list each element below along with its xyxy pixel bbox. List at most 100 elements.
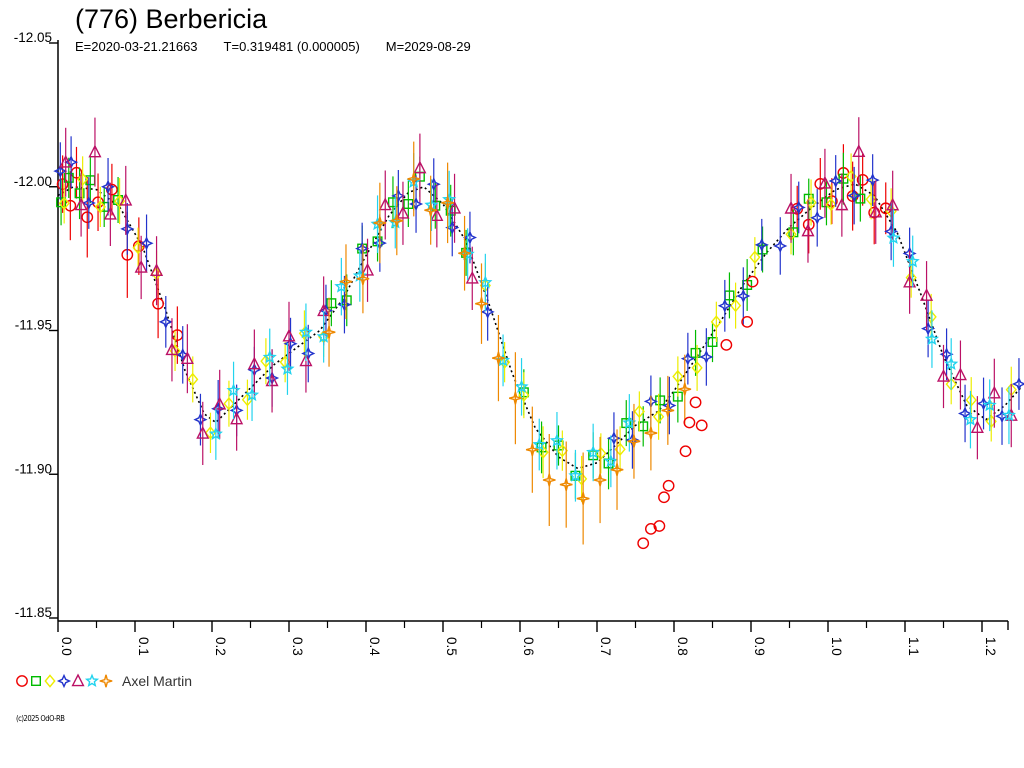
legend-marker-triangle	[71, 673, 85, 687]
outlier-point	[658, 491, 670, 504]
mean-date-value: M=2029-08-29	[385, 39, 471, 54]
data-point	[542, 473, 556, 487]
data-point	[818, 175, 832, 189]
data-point	[498, 355, 511, 369]
data-point	[356, 272, 370, 286]
data-point	[586, 444, 601, 459]
x-tick-label: 0.9	[752, 637, 767, 656]
data-point	[633, 404, 645, 419]
data-point	[134, 259, 148, 273]
legend-marker-row	[16, 673, 113, 689]
data-point	[280, 361, 295, 376]
x-tick-label: 0.5	[444, 637, 459, 656]
y-tick-label: -11.85	[15, 605, 52, 620]
data-point	[103, 206, 117, 220]
observer-name: Axel Martin	[122, 673, 193, 689]
data-point	[869, 204, 883, 218]
data-point	[976, 396, 991, 411]
chart-subtitle: E=2020-03-21.21663 T=0.319481 (0.000005)…	[75, 39, 471, 54]
y-tick-label: -11.90	[15, 461, 52, 476]
data-point	[94, 200, 106, 214]
data-point	[339, 275, 353, 288]
outlier-point	[653, 520, 666, 532]
data-point	[652, 410, 665, 424]
data-point	[187, 372, 199, 387]
x-tick-label: 1.1	[906, 637, 921, 656]
outlier-point	[662, 479, 675, 492]
data-point	[963, 412, 978, 426]
data-point	[691, 361, 703, 375]
data-point	[825, 197, 837, 212]
data-point	[341, 295, 352, 306]
data-point	[56, 197, 67, 208]
legend-marker-square	[31, 675, 42, 687]
data-point	[559, 478, 573, 491]
data-point	[158, 314, 173, 329]
data-point	[424, 203, 438, 217]
outlier-point	[746, 275, 759, 288]
data-point	[717, 298, 732, 313]
data-point	[644, 426, 658, 440]
data-point	[525, 443, 539, 457]
data-point	[1001, 407, 1017, 422]
copyright-text: (c)2025 OdO-RB	[16, 714, 65, 723]
data-point	[120, 221, 135, 236]
x-tick-label: 0.7	[598, 637, 613, 656]
data-point	[852, 144, 866, 157]
data-point	[63, 172, 74, 183]
data-point	[965, 393, 977, 407]
data-point	[1011, 376, 1024, 392]
y-tick-label: -12.00	[14, 174, 52, 189]
data-point	[152, 297, 165, 310]
data-point	[537, 445, 549, 459]
x-tick-label: 0.6	[521, 637, 536, 656]
data-point	[757, 244, 768, 255]
data-point	[699, 349, 714, 365]
data-point	[886, 197, 900, 211]
data-point	[53, 164, 68, 179]
data-point	[74, 197, 88, 211]
chart-header: (776) Berbericia E=2020-03-21.21663 T=0.…	[75, 4, 471, 54]
series-cyan-stars	[208, 153, 1017, 502]
data-point	[355, 241, 370, 256]
epoch-value: E=2020-03-21.21663	[75, 39, 198, 54]
data-point	[835, 197, 849, 211]
x-tick-label: 1.0	[829, 637, 844, 656]
data-point	[549, 433, 565, 447]
data-point	[556, 443, 568, 458]
data-point	[299, 353, 313, 367]
data-point	[603, 453, 618, 468]
data-point	[56, 178, 69, 191]
data-point	[119, 192, 133, 206]
outlier-point	[683, 416, 696, 429]
data-point	[480, 304, 495, 319]
x-tick-label: 0.1	[136, 637, 151, 656]
data-point	[244, 387, 260, 402]
data-point	[441, 196, 454, 210]
data-point	[326, 298, 337, 309]
y-tick-label: -12.05	[14, 30, 52, 45]
data-point	[791, 200, 806, 215]
legend-marker-diamond	[44, 674, 56, 688]
data-point	[196, 425, 210, 439]
data-point	[88, 144, 102, 158]
series-blue-stars	[53, 136, 1024, 469]
x-tick-label: 0.4	[367, 637, 382, 656]
data-point	[987, 385, 1001, 399]
data-point	[710, 315, 722, 329]
data-point	[568, 468, 583, 482]
legend-marker-star5	[84, 673, 100, 688]
x-tick-label: 1.2	[983, 637, 998, 656]
data-point	[593, 473, 607, 487]
data-point	[77, 172, 89, 186]
data-point	[81, 195, 96, 211]
data-point	[754, 237, 769, 252]
outlier-point	[645, 522, 657, 535]
data-point	[690, 347, 701, 358]
outlier-point	[741, 315, 754, 328]
data-point	[378, 197, 392, 211]
data-point	[610, 463, 624, 477]
x-tick-label: 0.3	[290, 637, 305, 656]
data-point	[165, 342, 179, 356]
data-point	[865, 173, 880, 188]
